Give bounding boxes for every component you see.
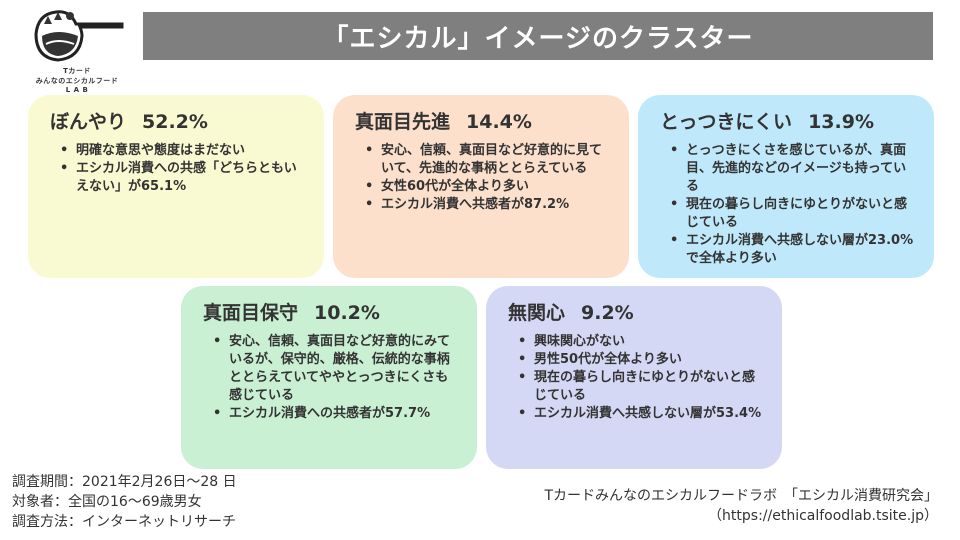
list-item: 男性50代が全体より多い xyxy=(518,351,764,369)
list-item: エシカル消費へ共感しない層が23.0%で全体より多い xyxy=(670,232,916,268)
list-item: 現在の暮らし向きにゆとりがないと感じている xyxy=(670,196,916,232)
list-item: 安心、信頼、真面目など好意的に見ていて、先進的な事柄ととらえている xyxy=(365,142,611,178)
cluster-card-bonyari: ぼんやり 52.2% 明確な意思や態度はまだない エシカル消費への共感「どちらとも… xyxy=(28,95,324,278)
cluster-bullets: 明確な意思や態度はまだない エシカル消費への共感「どちらともいえない」が65.1… xyxy=(50,142,306,196)
list-item: エシカル消費へ共感しない層が53.4% xyxy=(518,405,764,423)
cluster-heading: ぼんやり 52.2% xyxy=(50,107,306,134)
logo-text-2: みんなのエシカルフード xyxy=(35,77,119,85)
list-item: とっつきにくさを感じているが、真面目、先進的などのイメージも持っている xyxy=(670,142,916,196)
cluster-bullets: 興味関心がない 男性50代が全体より多い 現在の暮らし向きにゆとりがないと感じて… xyxy=(508,333,764,423)
source-url: （https://ethicalfoodlab.tsite.jp） xyxy=(708,508,938,524)
logo-text-3: L A B xyxy=(65,86,89,94)
logo: Tカード みんなのエシカルフード L A B xyxy=(18,6,136,96)
cluster-name: ぼんやり xyxy=(50,111,127,133)
cluster-card-majime-senshin: 真面目先進 14.4% 安心、信頼、真面目など好意的に見ていて、先進的な事柄ととら… xyxy=(333,95,629,278)
logo-text-1: Tカード xyxy=(63,67,91,75)
cluster-bullets: 安心、信頼、真面目など好意的にみているが、保守的、厳格、伝統的な事柄ととらえてい… xyxy=(203,333,459,423)
cluster-percent: 14.4% xyxy=(466,111,532,133)
list-item: 安心、信頼、真面目など好意的にみているが、保守的、厳格、伝統的な事柄ととらえてい… xyxy=(213,333,459,405)
cluster-heading: 真面目先進 14.4% xyxy=(355,107,611,134)
list-item: 現在の暮らし向きにゆとりがないと感じている xyxy=(518,369,764,405)
survey-period: 調査期間：2021年2月26日～28 日 xyxy=(12,474,237,490)
cluster-card-majime-hoshu: 真面目保守 10.2% 安心、信頼、真面目など好意的にみているが、保守的、厳格、伝… xyxy=(181,286,477,469)
cluster-heading: 無関心 9.2% xyxy=(508,298,764,325)
cluster-percent: 10.2% xyxy=(314,302,380,324)
cluster-heading: 真面目保守 10.2% xyxy=(203,298,459,325)
survey-target: 対象者：全国の16～69歳男女 xyxy=(12,494,202,510)
survey-method: 調査方法：インターネットリサーチ xyxy=(12,514,236,530)
cluster-heading: とっつきにくい 13.9% xyxy=(660,107,916,134)
cluster-bullets: とっつきにくさを感じているが、真面目、先進的などのイメージも持っている 現在の暮… xyxy=(660,142,916,268)
cluster-bullets: 安心、信頼、真面目など好意的に見ていて、先進的な事柄ととらえている 女性60代が… xyxy=(355,142,611,214)
logo-bowl-icon xyxy=(34,10,124,62)
list-item: 明確な意思や態度はまだない xyxy=(60,142,306,160)
cluster-name: 真面目先進 xyxy=(355,111,451,133)
cluster-name: 真面目保守 xyxy=(203,302,299,324)
cluster-percent: 9.2% xyxy=(581,302,634,324)
survey-info: 調査期間：2021年2月26日～28 日 対象者：全国の16～69歳男女 調査方… xyxy=(12,472,237,532)
list-item: エシカル消費への共感者が57.7% xyxy=(213,405,459,423)
cluster-name: とっつきにくい xyxy=(660,111,793,133)
list-item: 女性60代が全体より多い xyxy=(365,178,611,196)
cluster-percent: 52.2% xyxy=(142,111,208,133)
source-info: Tカードみんなのエシカルフードラボ 「エシカル消費研究会」 （https://e… xyxy=(544,486,938,526)
list-item: エシカル消費へ共感者が87.2% xyxy=(365,196,611,214)
list-item: エシカル消費への共感「どちらともいえない」が65.1% xyxy=(60,160,306,196)
source-org: Tカードみんなのエシカルフードラボ 「エシカル消費研究会」 xyxy=(544,488,938,504)
cluster-name: 無関心 xyxy=(508,302,566,324)
list-item: 興味関心がない xyxy=(518,333,764,351)
page-title: 「エシカル」イメージのクラスター xyxy=(143,12,933,60)
cluster-card-tottsukinikui: とっつきにくい 13.9% とっつきにくさを感じているが、真面目、先進的などのイメ… xyxy=(638,95,934,278)
cluster-card-mukanshin: 無関心 9.2% 興味関心がない 男性50代が全体より多い 現在の暮らし向きにゆと… xyxy=(486,286,782,469)
cluster-percent: 13.9% xyxy=(808,111,874,133)
